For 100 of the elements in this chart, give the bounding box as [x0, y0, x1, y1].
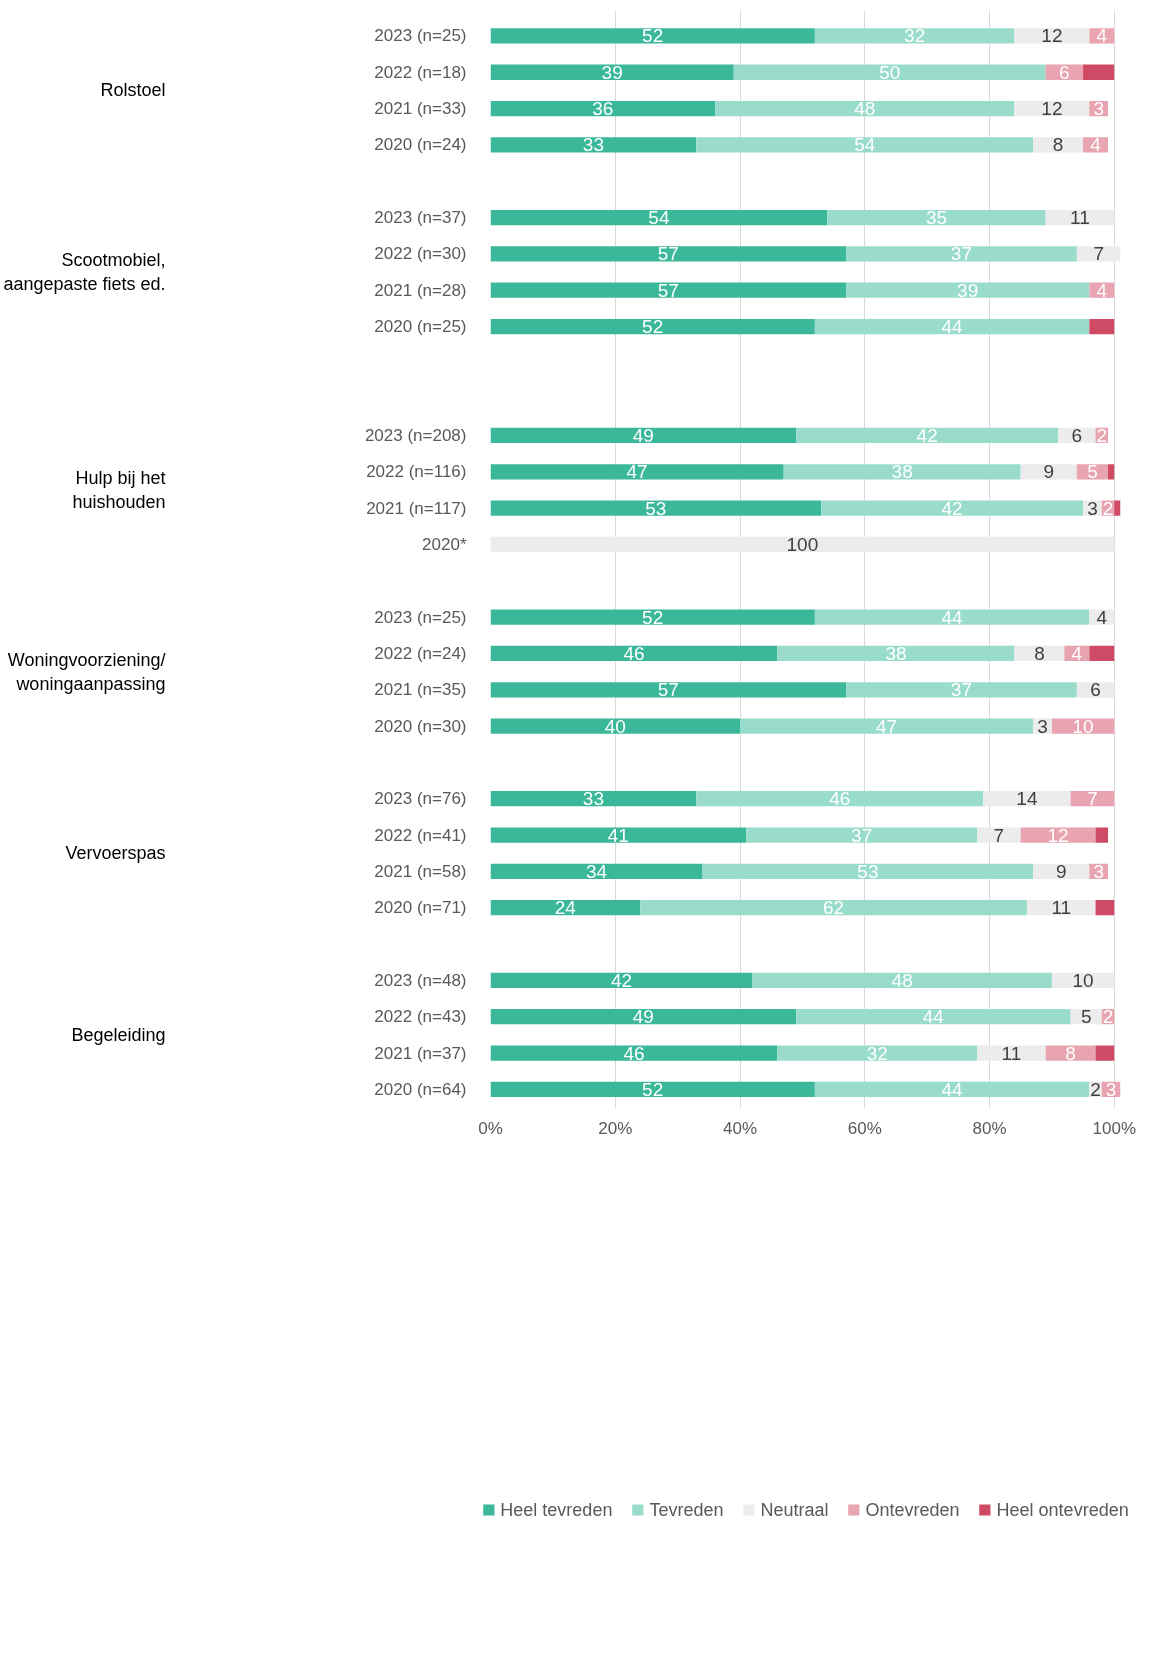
- data-label: 6: [1059, 61, 1070, 83]
- y-tick-label: 2020 (n=71): [374, 898, 467, 918]
- x-tick-label: 80%: [972, 1118, 1007, 1138]
- data-label: 4: [1096, 606, 1108, 628]
- data-label: 3: [1093, 98, 1104, 120]
- bar: [490, 900, 641, 916]
- x-tick-label: 60%: [847, 1118, 882, 1138]
- data-label: 57: [657, 279, 679, 301]
- data-label: 6: [1071, 425, 1083, 446]
- bar: [814, 28, 1015, 44]
- y-tick-label: 2021 (n=37): [374, 1043, 467, 1063]
- data-label: 10: [1072, 969, 1094, 991]
- data-label: 38: [891, 461, 913, 483]
- data-label: 52: [642, 316, 664, 338]
- data-label: 11: [1001, 1042, 1022, 1064]
- bar: [777, 1045, 978, 1061]
- bar: [490, 718, 740, 734]
- data-label: 6: [1090, 679, 1101, 701]
- y-tick-label: 2023 (n=48): [374, 970, 467, 990]
- data-label: 34: [585, 860, 608, 882]
- data-label: 48: [891, 969, 913, 991]
- bar: [490, 64, 734, 80]
- bar: [1089, 645, 1115, 662]
- data-label: 3: [1093, 860, 1104, 882]
- data-label: 8: [1052, 134, 1064, 156]
- data-label: 57: [657, 679, 679, 701]
- data-label: 8: [1065, 1042, 1076, 1064]
- bar: [490, 500, 822, 516]
- legend-label: Heel ontevreden: [996, 1499, 1129, 1521]
- data-label: 32: [904, 25, 926, 47]
- y-tick-label: 2022 (n=30): [374, 244, 467, 264]
- y-tick-label: 2022 (n=41): [374, 825, 467, 845]
- bar: [640, 900, 1027, 916]
- y-tick-label: 2023 (n=25): [374, 26, 467, 46]
- x-tick-label: 100%: [1092, 1118, 1137, 1138]
- data-label: 52: [642, 1078, 664, 1100]
- data-label: 53: [645, 497, 667, 519]
- bar: [490, 1081, 815, 1097]
- data-label: 37: [950, 243, 973, 265]
- bar: [814, 318, 1090, 335]
- data-label: 42: [610, 969, 633, 991]
- bar: [977, 1045, 1046, 1061]
- y-tick-label: 2021 (n=33): [374, 99, 467, 119]
- data-label: 32: [866, 1042, 888, 1064]
- data-label: 38: [885, 642, 907, 664]
- legend-label: Ontevreden: [865, 1499, 960, 1521]
- data-label: 3: [1037, 715, 1048, 737]
- data-label: 5: [1080, 1006, 1092, 1028]
- bar: [733, 64, 1046, 80]
- bar: [783, 464, 1021, 480]
- bar: [490, 863, 703, 880]
- bar: [1033, 137, 1084, 153]
- legend-label: Heel tevreden: [500, 1499, 613, 1521]
- bar: [1095, 900, 1115, 916]
- data-label: 4: [1090, 134, 1102, 156]
- data-label: 9: [1055, 860, 1067, 882]
- data-label: 11: [1070, 207, 1090, 229]
- bar: [1108, 464, 1115, 480]
- data-label: 47: [626, 461, 648, 483]
- data-label: 49: [632, 1006, 654, 1028]
- bar: [821, 500, 1084, 516]
- bar: [846, 246, 1077, 262]
- bar: [1089, 318, 1115, 335]
- bar: [777, 645, 1015, 662]
- bar: [490, 246, 847, 262]
- bar: [490, 1009, 797, 1025]
- bar: [490, 427, 797, 444]
- data-label: 7: [1087, 788, 1098, 810]
- data-label: 3: [1105, 1078, 1117, 1100]
- data-label: 46: [623, 642, 645, 664]
- bar: [490, 682, 847, 698]
- y-tick-label: 2022 (n=24): [374, 643, 467, 663]
- x-tick-label: 40%: [722, 1118, 758, 1138]
- data-label: 12: [1041, 25, 1063, 47]
- bar: [490, 137, 697, 153]
- data-label: 39: [601, 61, 623, 83]
- data-label: 2: [1102, 1006, 1114, 1028]
- data-label: 4: [1096, 279, 1108, 301]
- bar: [846, 682, 1077, 698]
- bar: [490, 972, 753, 988]
- y-tick-label: 2023 (n=76): [374, 789, 467, 809]
- text: Woningvoorziening/ woningaanpassing: [7, 649, 166, 694]
- data-label: 52: [642, 25, 664, 47]
- data-label: 40: [604, 715, 626, 737]
- data-label: 14: [1016, 788, 1038, 810]
- bar: [814, 609, 1090, 625]
- data-label: 10: [1072, 715, 1094, 737]
- text: Scootmobiel, aangepaste fiets ed.: [3, 250, 166, 295]
- data-label: 62: [823, 897, 845, 919]
- bar: [1045, 1045, 1096, 1061]
- y-tick-label: 2020 (n=24): [374, 135, 467, 155]
- data-label: 4: [1096, 25, 1108, 47]
- bar: [715, 100, 1015, 117]
- data-label: 9: [1043, 461, 1055, 483]
- data-label: 35: [925, 207, 948, 229]
- bar: [846, 282, 1090, 298]
- data-label: 44: [941, 1078, 964, 1100]
- data-label: 7: [993, 824, 1005, 846]
- bar: [490, 1045, 778, 1061]
- data-label: 48: [854, 98, 876, 120]
